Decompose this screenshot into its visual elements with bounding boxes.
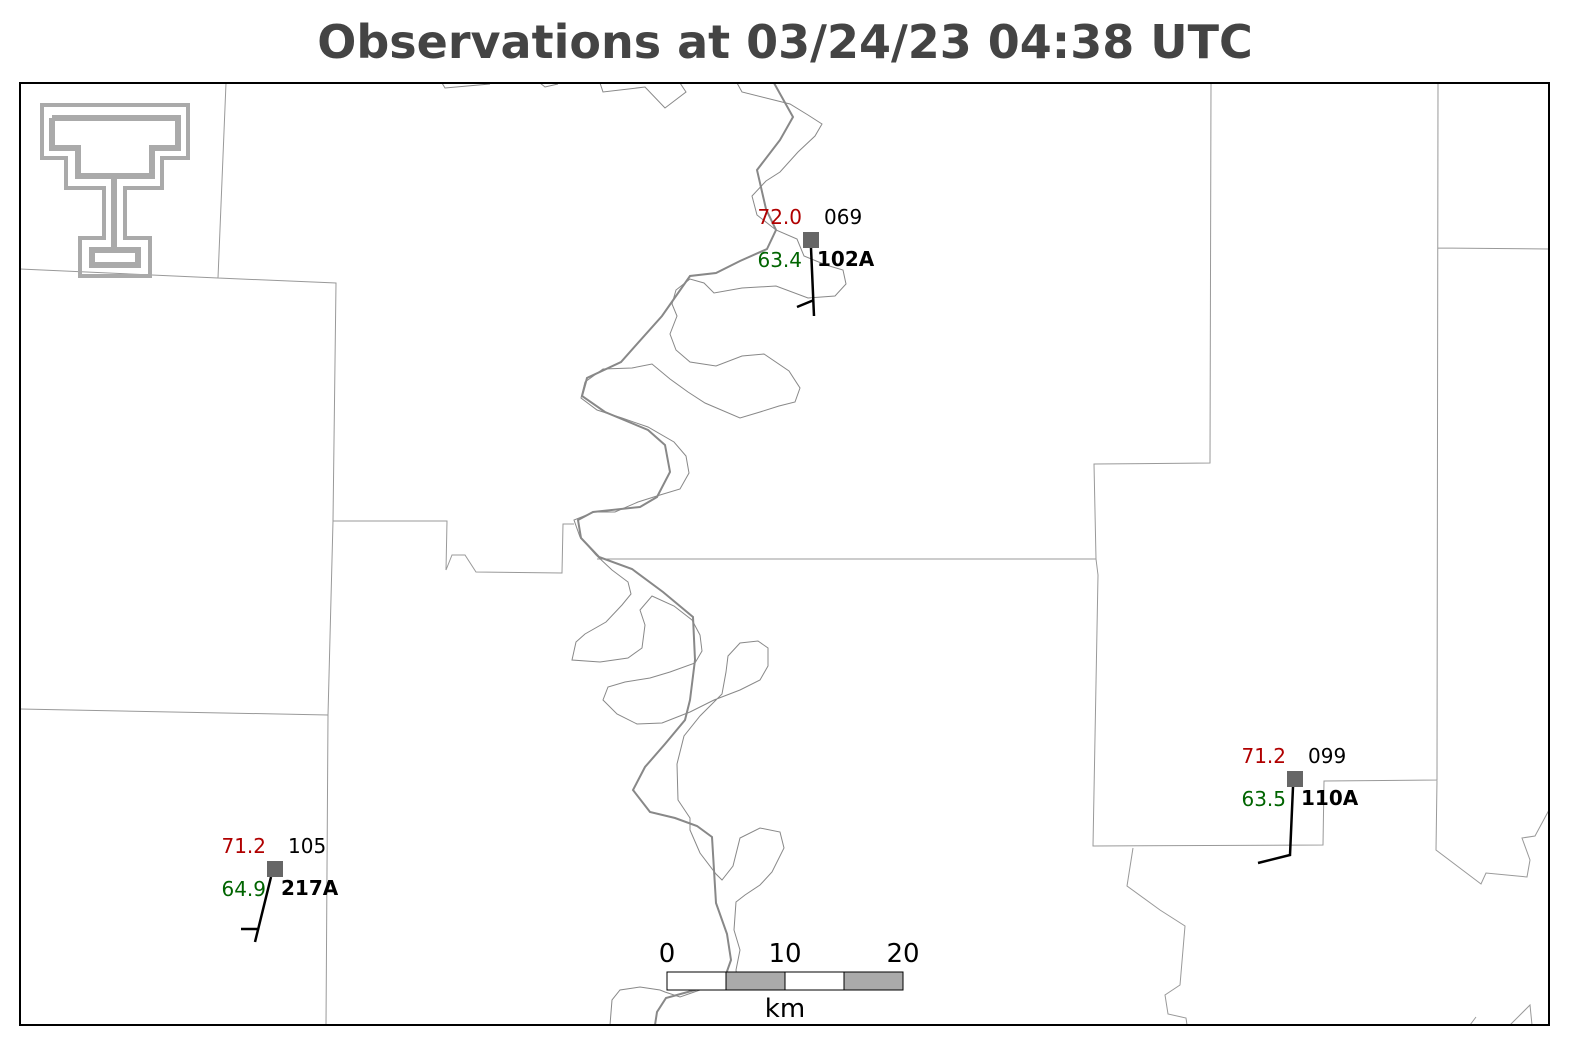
dewpoint: 63.4: [757, 248, 802, 272]
pressure: 105: [288, 834, 326, 858]
dewpoint: 64.9: [221, 877, 266, 901]
station-id: 102A: [817, 247, 875, 271]
temperature: 71.2: [221, 834, 266, 858]
station-id: 110A: [1301, 786, 1359, 810]
scale-label: 20: [886, 939, 919, 969]
wind-barb: [796, 247, 816, 317]
scale-unit: km: [765, 994, 805, 1024]
map-frame: [19, 82, 1550, 1026]
station-id: 217A: [281, 876, 339, 900]
dewpoint: 63.5: [1241, 787, 1286, 811]
temperature: 71.2: [1241, 744, 1286, 768]
temperature: 72.0: [757, 205, 802, 229]
scale-label: 0: [659, 939, 676, 969]
pressure: 069: [824, 205, 862, 229]
station-marker: [803, 232, 819, 248]
county-lines: [19, 82, 1550, 1026]
wind-barb: [241, 876, 273, 943]
station-marker: [267, 861, 283, 877]
scale-bar: [666, 971, 904, 991]
title: Observations at 03/24/23 04:38 UTC: [317, 15, 1252, 69]
logo: [40, 103, 190, 278]
wind-barb: [1257, 786, 1295, 865]
pressure: 099: [1308, 744, 1346, 768]
scale-label: 10: [768, 939, 801, 969]
station-marker: [1287, 771, 1303, 787]
